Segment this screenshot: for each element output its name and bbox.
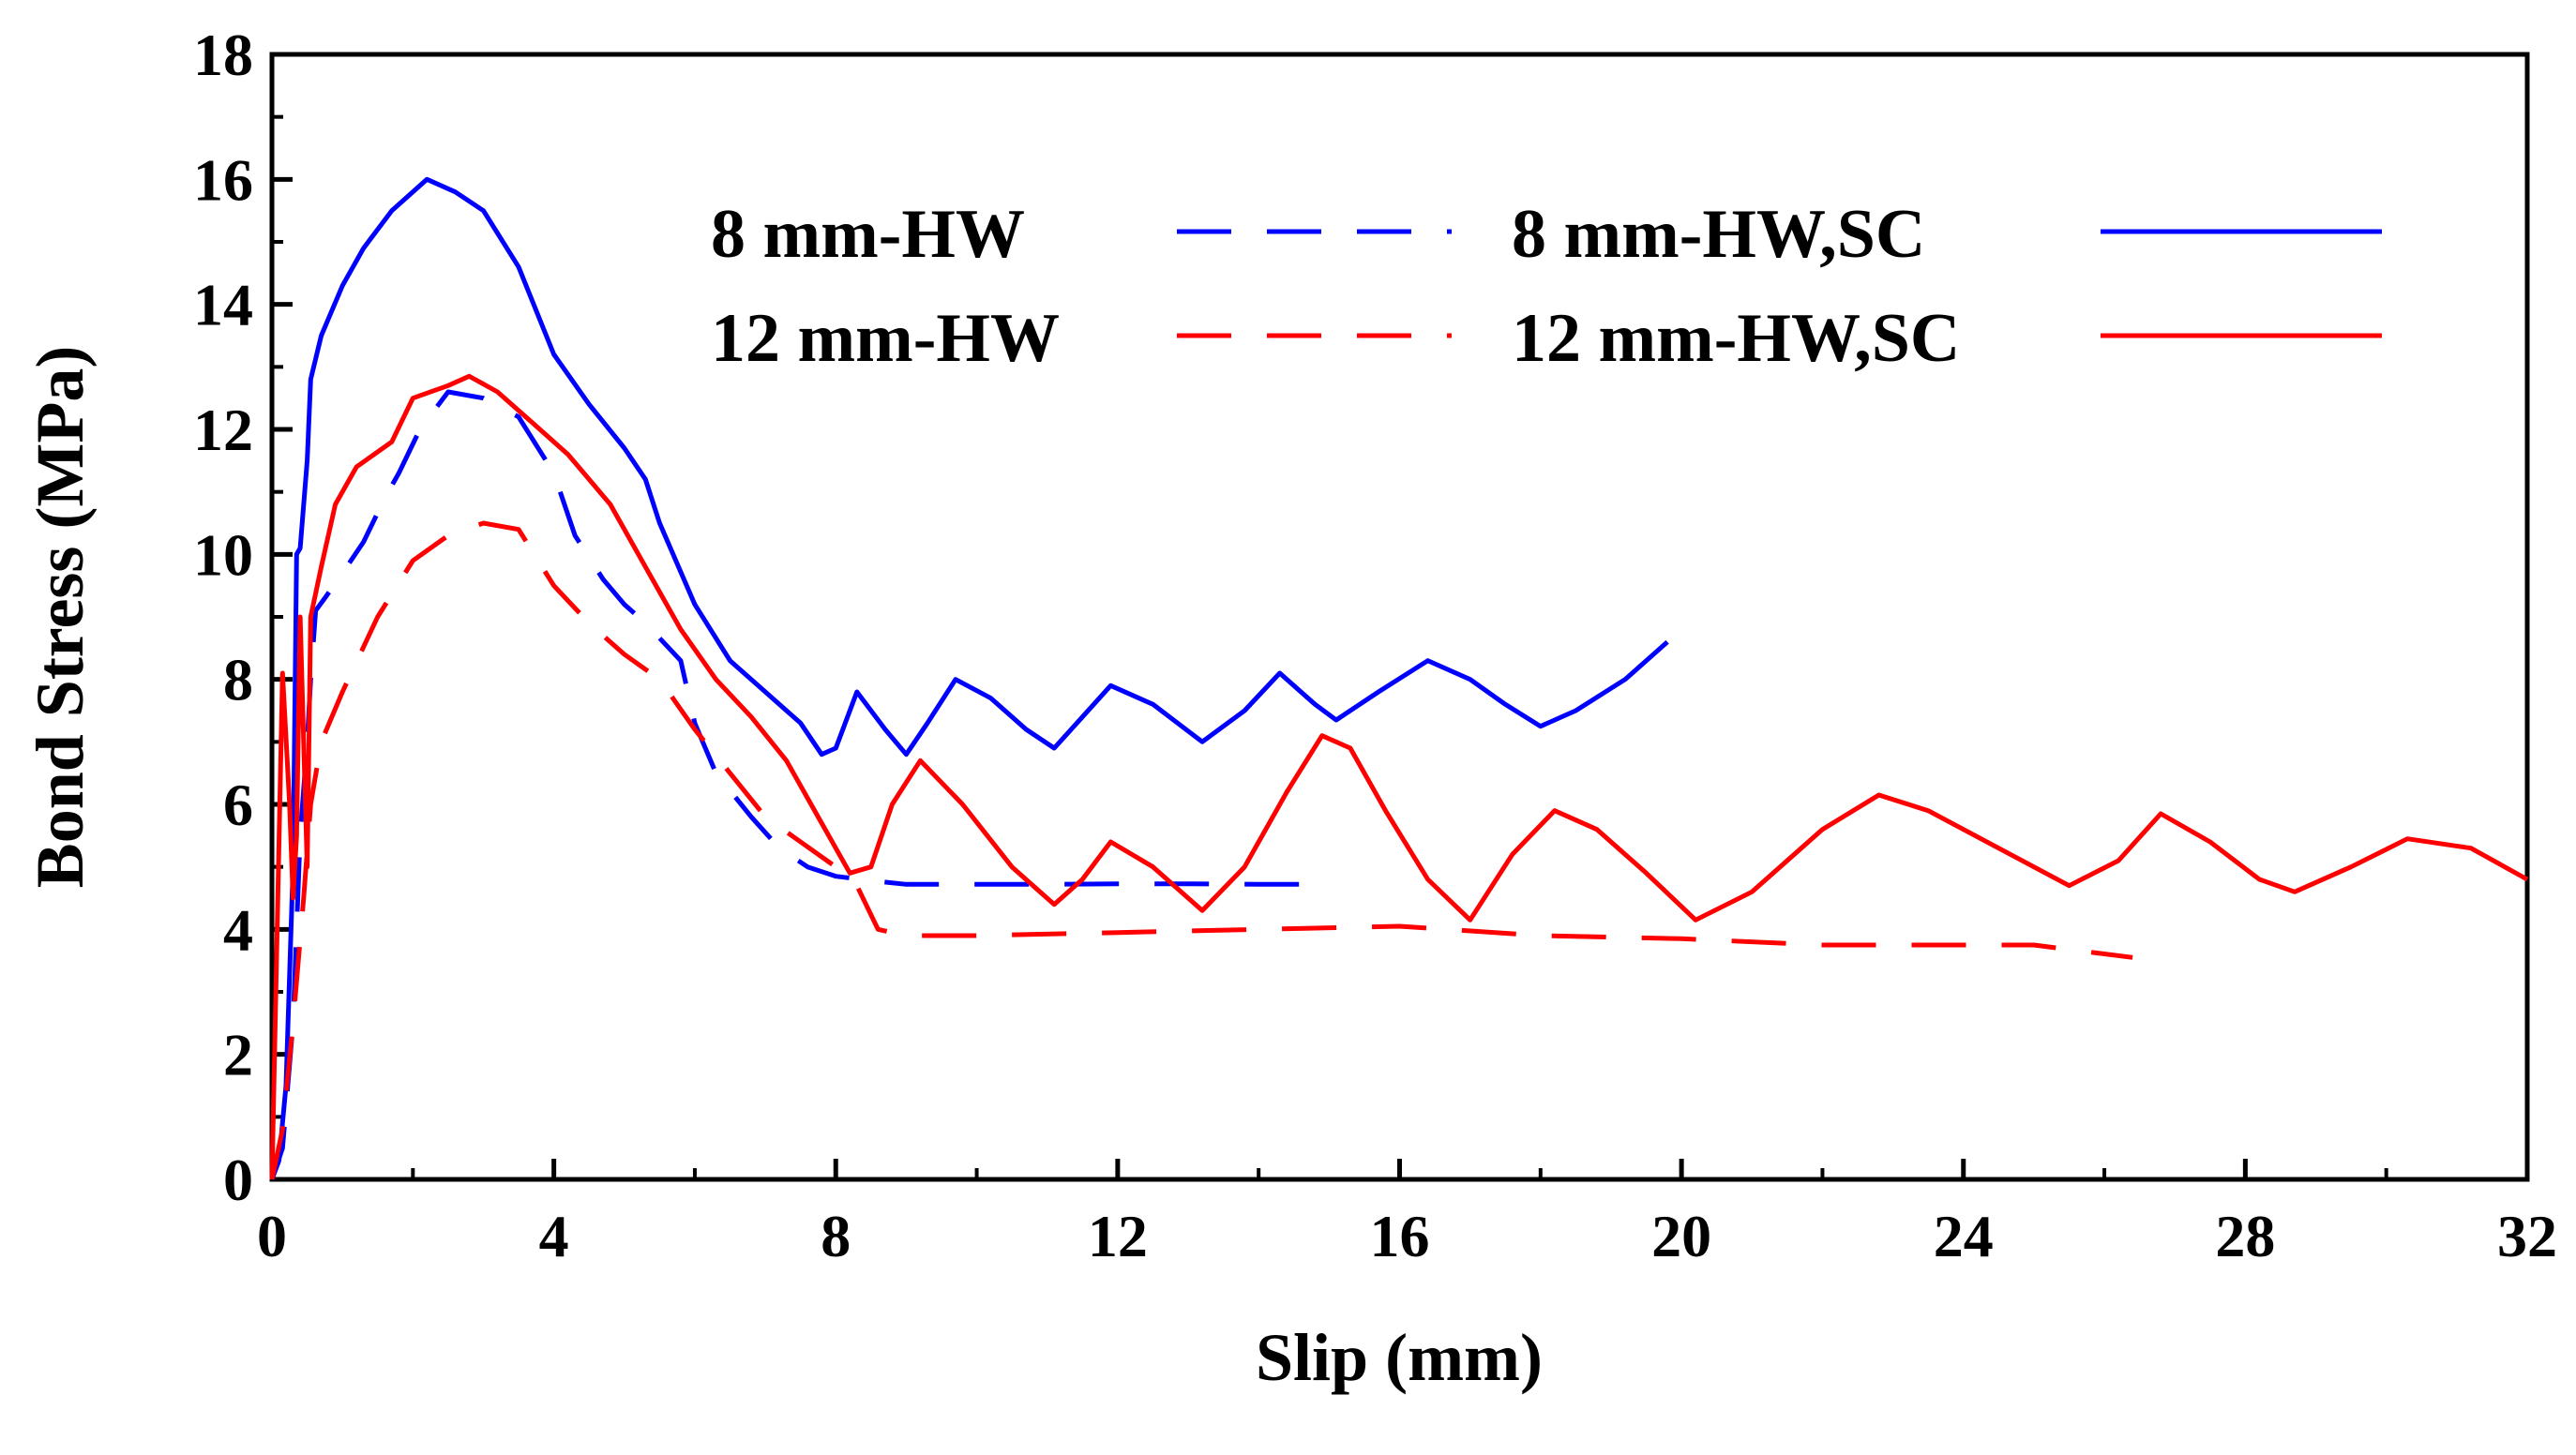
legend-label-8mm-hw-sc: 8 mm-HW,SC — [1512, 196, 1925, 273]
x-axis-title: Slip (mm) — [1256, 1320, 1543, 1395]
x-tick-label: 20 — [1651, 1203, 1711, 1269]
legend-label-12mm-hw-sc: 12 mm-HW,SC — [1512, 300, 1960, 377]
y-tick-label: 16 — [193, 146, 253, 213]
series-line-8-mm-hw — [269, 389, 1302, 1180]
series-line-8-mm-hw-sc — [269, 176, 1669, 1180]
y-tick-label: 12 — [193, 397, 253, 463]
y-tick-label: 18 — [193, 22, 253, 88]
legend-label-12mm-hw: 12 mm-HW — [711, 300, 1060, 377]
x-tick-label: 28 — [2215, 1203, 2275, 1269]
y-tick-label: 0 — [223, 1147, 253, 1213]
y-tick-label: 8 — [223, 647, 253, 713]
series-line-12-mm-hw — [269, 520, 2133, 1180]
series-lines — [269, 176, 2529, 1180]
legend: 8 mm-HW 8 mm-HW,SC 12 mm-HW 12 mm-HW,SC — [711, 196, 2382, 377]
x-tick-label: 24 — [1934, 1203, 1994, 1269]
plot-frame — [269, 52, 2530, 1182]
x-tick-label: 32 — [2497, 1203, 2557, 1269]
series-line-12-mm-hw-sc — [269, 373, 2529, 1180]
y-tick-label: 6 — [223, 772, 253, 838]
y-axis-title: Bond Stress (MPa) — [23, 346, 98, 889]
y-tick-label: 14 — [193, 272, 253, 338]
y-axis: 0 2 4 6 8 10 12 14 16 18 — [193, 22, 293, 1213]
x-tick-label: 4 — [539, 1203, 569, 1269]
legend-label-8mm-hw: 8 mm-HW — [711, 196, 1025, 273]
x-tick-label: 0 — [257, 1203, 287, 1269]
x-tick-label: 8 — [821, 1203, 851, 1269]
x-axis: 0 4 8 12 16 20 24 28 32 — [257, 1159, 2557, 1269]
y-tick-label: 4 — [223, 896, 253, 963]
x-tick-label: 12 — [1088, 1203, 1148, 1269]
y-tick-label: 10 — [193, 521, 253, 588]
y-tick-label: 2 — [223, 1022, 253, 1088]
x-tick-label: 16 — [1370, 1203, 1430, 1269]
